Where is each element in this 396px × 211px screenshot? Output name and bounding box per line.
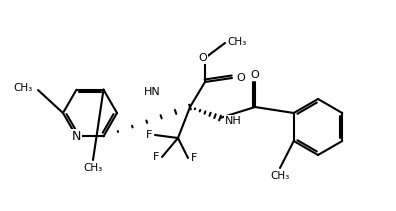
Text: O: O — [251, 70, 259, 80]
Text: CH₃: CH₃ — [227, 37, 246, 47]
Text: CH₃: CH₃ — [84, 163, 103, 173]
Text: NH: NH — [225, 116, 242, 126]
Text: HN: HN — [144, 87, 160, 97]
Text: F: F — [152, 152, 159, 162]
Text: CH₃: CH₃ — [270, 171, 289, 181]
Text: O: O — [199, 53, 208, 63]
Text: O: O — [236, 73, 245, 83]
Text: CH₃: CH₃ — [14, 83, 33, 93]
Text: N: N — [72, 130, 81, 143]
Text: F: F — [191, 153, 197, 163]
Text: F: F — [146, 130, 152, 140]
